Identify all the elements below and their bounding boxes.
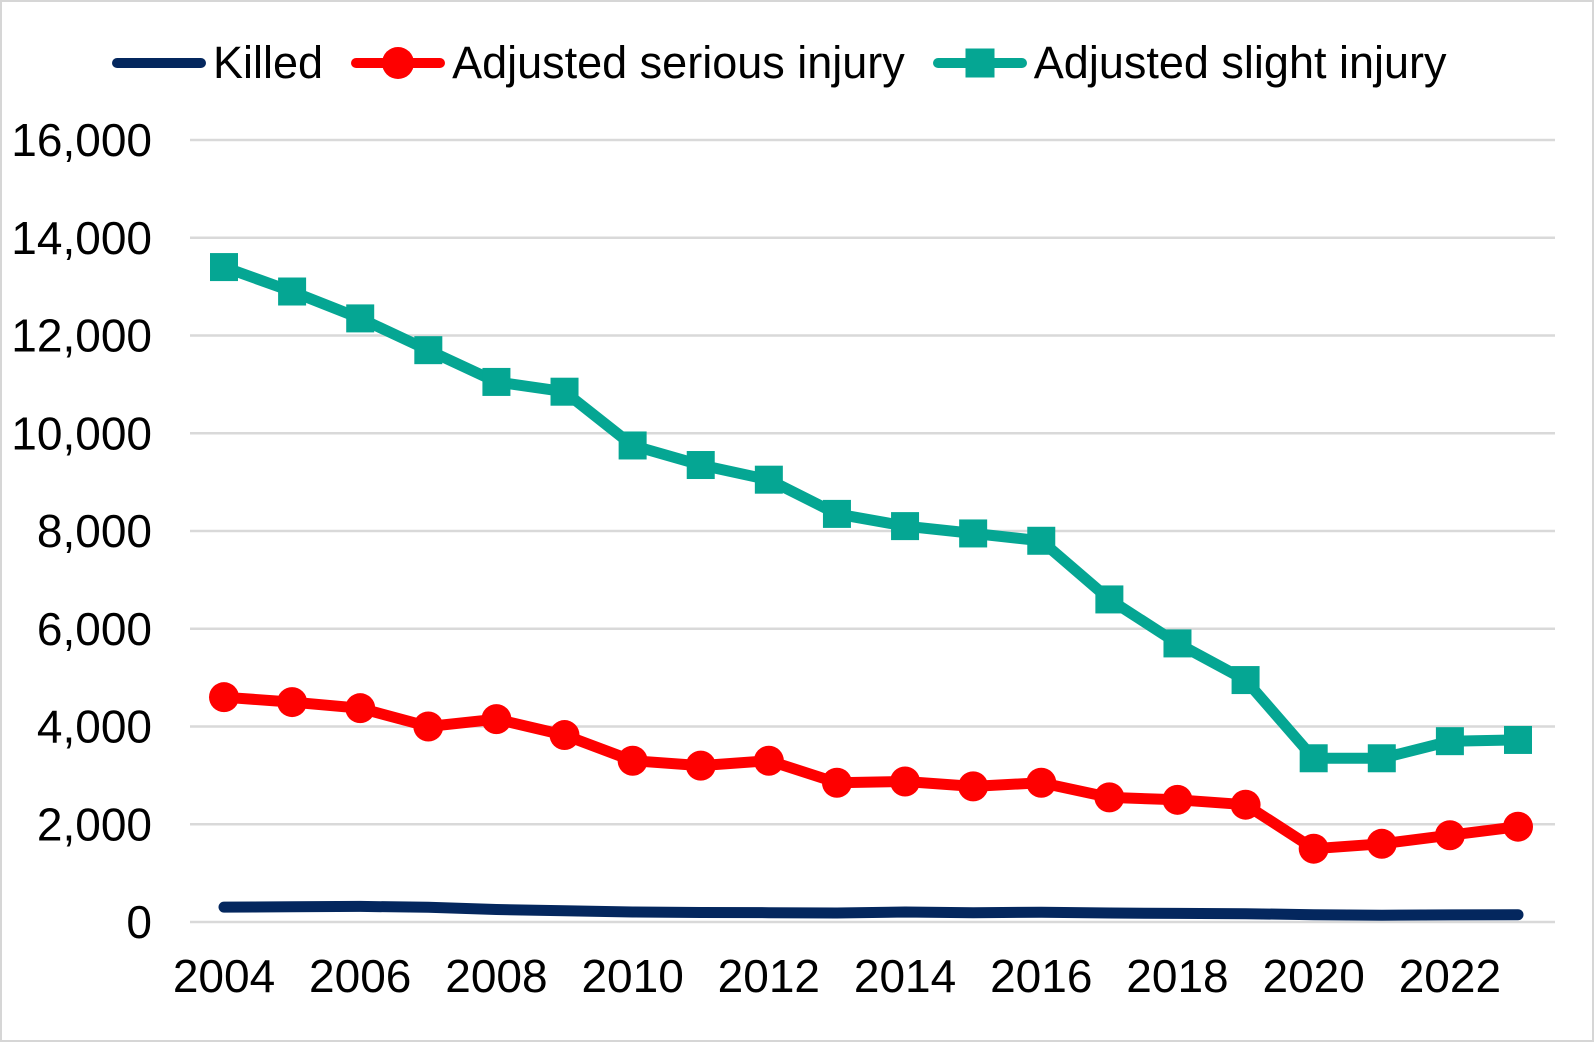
y-axis-tick-label: 6,000 (37, 603, 152, 655)
data-point-adjusted-serious-injury (1230, 789, 1261, 820)
x-axis-tick-label: 2008 (445, 950, 547, 1002)
data-point-adjusted-serious-injury (209, 682, 239, 713)
x-axis-tick-label: 2022 (1399, 950, 1501, 1002)
data-point-adjusted-serious-injury (1434, 820, 1465, 851)
x-axis-tick-label: 2016 (990, 950, 1092, 1002)
legend-item-adjusted-slight-injury: Adjusted slight injury (932, 37, 1447, 88)
x-axis-tick-label: 2018 (1126, 950, 1228, 1002)
data-point-adjusted-serious-injury (277, 687, 308, 718)
y-axis-tick-label: 16,000 (11, 114, 152, 166)
x-axis-tick-label: 2010 (581, 950, 683, 1002)
data-point-adjusted-slight-injury (210, 253, 238, 282)
series-line-killed (218, 900, 1524, 921)
data-point-adjusted-serious-injury (413, 711, 444, 742)
data-point-adjusted-slight-injury (1504, 725, 1532, 754)
y-axis-tick-label: 8,000 (37, 505, 152, 557)
x-axis-tick-label: 2014 (854, 950, 956, 1002)
data-point-adjusted-serious-injury (958, 771, 989, 802)
data-point-adjusted-slight-injury (1231, 666, 1260, 695)
circle-marker-icon (382, 46, 415, 79)
legend-item-killed: Killed (112, 40, 323, 85)
x-axis-tick-label: 2012 (718, 950, 820, 1002)
data-point-adjusted-slight-injury (482, 367, 511, 396)
y-axis-tick-label: 0 (126, 896, 152, 948)
data-point-adjusted-serious-injury (481, 704, 512, 735)
data-point-adjusted-slight-injury (278, 277, 307, 306)
data-point-adjusted-serious-injury (1366, 828, 1397, 859)
legend-item-adjusted-serious-injury: Adjusted serious injury (351, 40, 905, 85)
legend-label-adjusted-serious-injury: Adjusted serious injury (452, 37, 905, 88)
data-point-adjusted-serious-injury (1298, 833, 1329, 864)
data-point-adjusted-slight-injury (550, 377, 579, 406)
data-point-adjusted-slight-injury (959, 519, 988, 548)
data-point-adjusted-slight-injury (891, 512, 920, 541)
data-point-adjusted-slight-injury (1367, 744, 1396, 773)
x-axis-tick-label: 2020 (1263, 950, 1365, 1002)
data-point-adjusted-slight-injury (1435, 727, 1464, 756)
data-point-adjusted-slight-injury (618, 431, 647, 460)
data-point-adjusted-slight-injury (1299, 744, 1328, 773)
y-axis-tick-label: 10,000 (11, 407, 152, 459)
y-axis-tick-label: 12,000 (11, 310, 152, 362)
data-point-adjusted-slight-injury (754, 465, 783, 494)
x-axis-tick-label: 2004 (173, 950, 275, 1002)
data-point-adjusted-slight-injury (1027, 526, 1056, 555)
data-point-adjusted-serious-injury (345, 693, 376, 724)
data-point-adjusted-serious-injury (549, 720, 580, 751)
y-axis-tick-label: 14,000 (11, 212, 152, 264)
chart-legend: Killed Adjusted serious injury Adjusted … (112, 40, 1447, 85)
data-point-adjusted-serious-injury (1094, 782, 1125, 813)
slight-injury-line-sample-icon (932, 48, 1027, 77)
data-point-adjusted-serious-injury (890, 766, 921, 797)
data-point-adjusted-serious-injury (1026, 767, 1057, 798)
data-point-adjusted-serious-injury (821, 767, 852, 798)
data-point-adjusted-slight-injury (414, 336, 443, 365)
data-point-adjusted-slight-injury (1095, 585, 1124, 614)
data-point-adjusted-serious-injury (1162, 784, 1193, 815)
y-axis-tick-label: 2,000 (37, 798, 152, 850)
data-point-adjusted-slight-injury (1163, 629, 1192, 658)
data-point-adjusted-slight-injury (686, 451, 715, 480)
killed-line-sample-icon (112, 57, 206, 68)
legend-label-killed: Killed (213, 37, 324, 88)
data-point-adjusted-serious-injury (685, 750, 716, 781)
data-point-adjusted-slight-injury (346, 304, 375, 333)
data-point-adjusted-serious-injury (1503, 811, 1533, 842)
x-axis-tick-label: 2006 (309, 950, 411, 1002)
data-point-adjusted-serious-injury (753, 745, 784, 776)
data-point-adjusted-slight-injury (822, 499, 851, 528)
data-point-adjusted-serious-injury (617, 745, 648, 776)
serious-injury-line-sample-icon (351, 46, 446, 79)
legend-label-adjusted-slight-injury: Adjusted slight injury (1033, 37, 1447, 88)
square-marker-icon (965, 48, 995, 77)
y-axis-tick-label: 4,000 (37, 701, 152, 753)
